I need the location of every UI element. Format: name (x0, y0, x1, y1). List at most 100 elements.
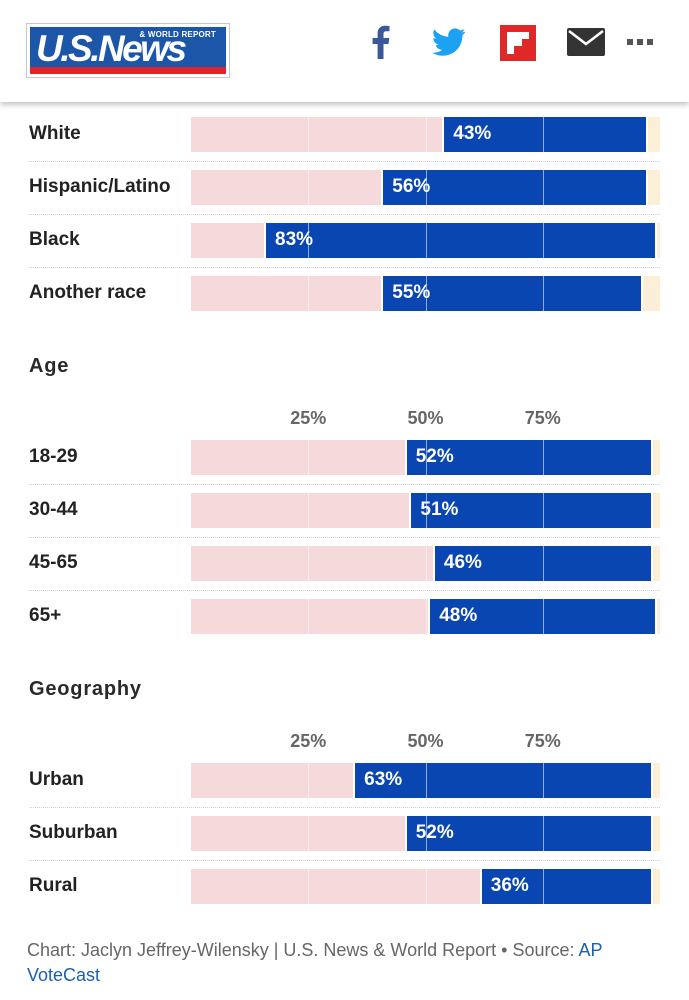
gridline (308, 869, 309, 904)
gridline (308, 223, 309, 258)
flipboard-share-button[interactable] (500, 25, 536, 61)
row-divider (29, 267, 660, 268)
gridline (308, 599, 309, 634)
more-share-button[interactable] (627, 25, 653, 59)
gridline (426, 869, 427, 904)
bar-blue-segment (434, 546, 651, 581)
gridline (543, 493, 544, 528)
section-title: Geography (29, 678, 142, 700)
bar-pink-segment (191, 170, 382, 205)
bar-pink-segment (191, 223, 265, 258)
bar-pink-segment (191, 599, 429, 634)
gridline (426, 440, 427, 475)
axis-tick-label: 25% (290, 731, 327, 751)
gridline (543, 276, 544, 311)
category-label: 18-29 (29, 446, 78, 467)
bar-pink-segment (191, 440, 405, 475)
gridline (308, 493, 309, 528)
bar-pink-segment (191, 763, 354, 798)
gridline (426, 223, 427, 258)
category-label: 45-65 (29, 552, 78, 573)
bar-blue-segment (481, 869, 651, 904)
more-icon (627, 39, 653, 45)
bar-remainder-segment (643, 276, 660, 311)
gridline (543, 117, 544, 152)
gridline (543, 869, 544, 904)
bar-blue-segment (411, 493, 651, 528)
category-label: Suburban (29, 822, 118, 843)
bar-blue-segment (383, 170, 646, 205)
gridline (426, 546, 427, 581)
bar-pink-segment (191, 546, 433, 581)
bar-blue-segment (430, 599, 656, 634)
bar-blue-segment (444, 117, 646, 152)
logo-red-stripe (30, 67, 226, 74)
gridline (543, 546, 544, 581)
bar-value-label: 83% (275, 229, 314, 250)
row-divider (29, 590, 660, 591)
bar-pink-segment (191, 493, 410, 528)
bar-blue-segment (406, 440, 651, 475)
logo-badge: & WORLD REPORT U.S.News (30, 27, 226, 74)
gridline (426, 170, 427, 205)
chart-caption: Chart: Jaclyn Jeffrey-Wilensky | U.S. Ne… (27, 938, 657, 988)
gridline (308, 816, 309, 851)
gridline (308, 763, 309, 798)
gridline (543, 816, 544, 851)
usnews-logo[interactable]: & WORLD REPORT U.S.News (26, 23, 230, 78)
twitter-share-button[interactable] (430, 25, 468, 59)
bar-blue-segment (266, 223, 656, 258)
axis-tick-label: 75% (524, 731, 561, 751)
bar-value-label: 56% (392, 176, 431, 197)
bar-remainder-segment (657, 599, 660, 634)
gridline (426, 117, 427, 152)
bar-value-label: 52% (415, 822, 454, 843)
gridline (308, 276, 309, 311)
axis-tick-label: 25% (290, 408, 327, 428)
gridline (426, 599, 427, 634)
mail-icon (567, 28, 605, 56)
gridline (308, 170, 309, 205)
category-label: Hispanic/Latino (29, 176, 171, 197)
category-label: 65+ (29, 605, 62, 626)
category-label: Black (29, 229, 80, 250)
gridline (543, 170, 544, 205)
category-label: Rural (29, 875, 78, 896)
bar-remainder-segment (657, 223, 660, 258)
twitter-icon (432, 28, 466, 56)
gridline (543, 440, 544, 475)
axis-tick-label: 50% (407, 408, 444, 428)
bar-value-label: 51% (420, 499, 459, 520)
gridline (543, 763, 544, 798)
bar-value-label: 36% (490, 875, 529, 896)
bar-value-label: 43% (453, 123, 492, 144)
category-label: Another race (29, 282, 147, 303)
row-divider (29, 484, 660, 485)
gridline (308, 546, 309, 581)
row-divider (29, 161, 660, 162)
flipboard-icon (500, 25, 536, 61)
bar-remainder-segment (652, 546, 660, 581)
facebook-share-button[interactable] (368, 25, 392, 59)
gridline (543, 599, 544, 634)
bar-value-label: 48% (439, 605, 478, 626)
bar-pink-segment (191, 276, 382, 311)
gridline (308, 440, 309, 475)
bar-blue-segment (406, 816, 651, 851)
gridline (308, 117, 309, 152)
caption-text: Chart: Jaclyn Jeffrey-Wilensky | U.S. Ne… (27, 940, 579, 960)
bar-remainder-segment (652, 440, 660, 475)
row-divider (29, 807, 660, 808)
axis-tick-label: 75% (524, 408, 561, 428)
email-share-button[interactable] (566, 25, 606, 59)
bar-value-label: 55% (392, 282, 431, 303)
gridline (426, 493, 427, 528)
row-divider (29, 214, 660, 215)
bar-remainder-segment (647, 117, 660, 152)
source-link[interactable]: AP VoteCast (27, 940, 603, 985)
bar-pink-segment (191, 816, 405, 851)
axis-tick-label: 50% (407, 731, 444, 751)
gridline (426, 763, 427, 798)
bar-pink-segment (191, 869, 480, 904)
bar-remainder-segment (652, 763, 660, 798)
